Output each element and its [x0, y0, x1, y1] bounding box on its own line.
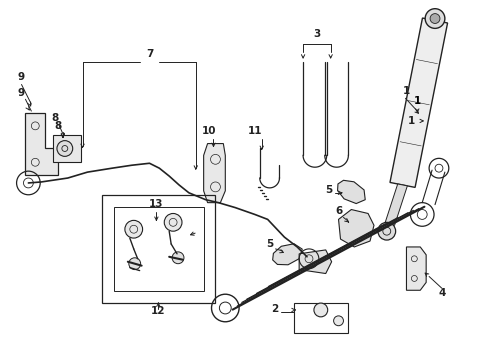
Text: 12: 12: [151, 306, 166, 316]
Polygon shape: [272, 244, 302, 265]
Circle shape: [129, 258, 141, 270]
Polygon shape: [204, 144, 225, 203]
Circle shape: [125, 220, 143, 238]
Bar: [53, 135, 80, 162]
Polygon shape: [407, 247, 426, 290]
Text: 5: 5: [266, 239, 273, 249]
Text: 4: 4: [438, 288, 445, 298]
Text: 5: 5: [325, 185, 332, 195]
Text: 7: 7: [146, 49, 153, 59]
Text: 11: 11: [247, 126, 262, 136]
Polygon shape: [390, 18, 447, 188]
Text: 9: 9: [18, 72, 25, 82]
Text: 1: 1: [414, 96, 421, 112]
Bar: [102, 195, 216, 303]
Text: 1: 1: [402, 86, 410, 96]
Text: 10: 10: [201, 126, 216, 136]
Text: 3: 3: [313, 29, 320, 39]
Circle shape: [314, 303, 328, 317]
Circle shape: [425, 9, 445, 28]
Polygon shape: [299, 250, 332, 274]
Text: 6: 6: [335, 206, 342, 216]
Text: 13: 13: [149, 199, 164, 208]
Circle shape: [430, 14, 440, 23]
Polygon shape: [385, 184, 407, 225]
Circle shape: [172, 252, 184, 264]
Circle shape: [334, 316, 343, 326]
Text: 8: 8: [51, 113, 59, 123]
Text: 2: 2: [271, 304, 278, 314]
Bar: [114, 207, 204, 291]
Polygon shape: [25, 113, 58, 175]
Bar: [294, 303, 348, 333]
Polygon shape: [338, 180, 365, 203]
Text: 1: 1: [408, 116, 416, 126]
Circle shape: [164, 213, 182, 231]
Circle shape: [378, 222, 395, 240]
Text: 9: 9: [18, 88, 25, 98]
Text: 8: 8: [54, 121, 62, 131]
Polygon shape: [339, 210, 374, 247]
Circle shape: [57, 141, 73, 156]
